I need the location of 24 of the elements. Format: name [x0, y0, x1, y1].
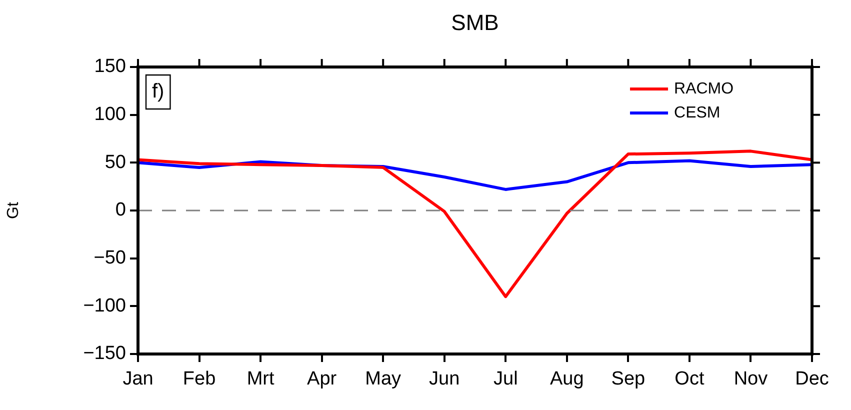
y-tick-label: −50	[94, 248, 126, 269]
x-tick-label: Aug	[550, 368, 584, 390]
y-tick-label: 50	[104, 152, 126, 173]
x-tick-label: Feb	[182, 368, 216, 390]
x-tick-label: Nov	[734, 368, 768, 390]
y-axis-title: Gt	[5, 202, 22, 219]
x-tick-label: Sep	[611, 368, 646, 390]
y-tick-label: 150	[94, 56, 126, 78]
x-tick-label: May	[365, 368, 402, 390]
x-tick-label: Jul	[493, 368, 518, 390]
legend-label: RACMO	[674, 80, 734, 98]
x-tick-label: Jun	[429, 368, 460, 390]
x-tick-label: Dec	[795, 368, 829, 390]
x-tick-label: Mrt	[246, 368, 275, 390]
x-tick-label: Apr	[307, 368, 338, 390]
chart-title: SMB	[451, 10, 499, 36]
x-tick-label: Oct	[674, 368, 705, 390]
y-tick-label: 100	[94, 104, 126, 126]
y-tick-label: −100	[83, 295, 126, 316]
annotation: f)	[152, 80, 164, 103]
x-tick-label: Jan	[122, 368, 154, 390]
legend-label: CESM	[674, 104, 720, 122]
y-tick-label: 0	[115, 200, 126, 221]
y-tick-label: −150	[83, 343, 126, 364]
